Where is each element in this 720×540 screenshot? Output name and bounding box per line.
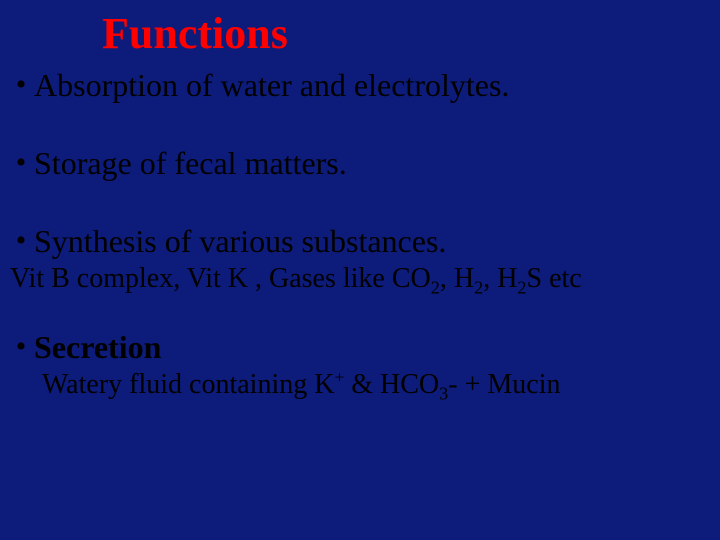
subline-3-seg-c: , H	[483, 263, 517, 294]
bullet-dot-icon: •	[10, 143, 32, 183]
bullet-item-4: • Secretion	[10, 327, 710, 367]
bullet-item-1: • Absorption of water and electrolytes.	[10, 65, 710, 105]
subline-4-seg-b: & HCO	[344, 369, 439, 400]
bullet-text-4: Secretion	[32, 327, 161, 367]
bullet-text-1: Absorption of water and electrolytes.	[32, 65, 509, 105]
bullet-dot-icon: •	[10, 221, 32, 261]
subline-3-seg-b: , H	[440, 263, 474, 294]
subline-3-seg-d: S etc	[527, 263, 582, 294]
bullet-item-3: • Synthesis of various substances.	[10, 221, 710, 261]
subscript-co2: 2	[431, 278, 440, 298]
subscript-h2: 2	[474, 278, 483, 298]
subscript-hco3: 3	[439, 384, 448, 404]
slide: Functions • Absorption of water and elec…	[0, 0, 720, 540]
subline-4-seg-c: - + Mucin	[448, 369, 560, 400]
bullet-dot-icon: •	[10, 65, 32, 105]
subline-4: Watery fluid containing K+ & HCO3- + Muc…	[42, 367, 710, 403]
superscript-k: +	[334, 368, 344, 387]
bullet-dot-icon: •	[10, 327, 32, 367]
subline-3: Vit B complex, Vit K , Gases like CO2, H…	[10, 261, 710, 297]
bullet-text-2: Storage of fecal matters.	[32, 143, 347, 183]
bullet-text-3: Synthesis of various substances.	[32, 221, 446, 261]
subline-4-seg-a: Watery fluid containing K	[42, 369, 334, 400]
bullet-item-2: • Storage of fecal matters.	[10, 143, 710, 183]
slide-title: Functions	[102, 8, 710, 59]
subscript-h2s: 2	[517, 278, 526, 298]
subline-3-seg-a: Vit B complex, Vit K , Gases like CO	[10, 263, 431, 294]
